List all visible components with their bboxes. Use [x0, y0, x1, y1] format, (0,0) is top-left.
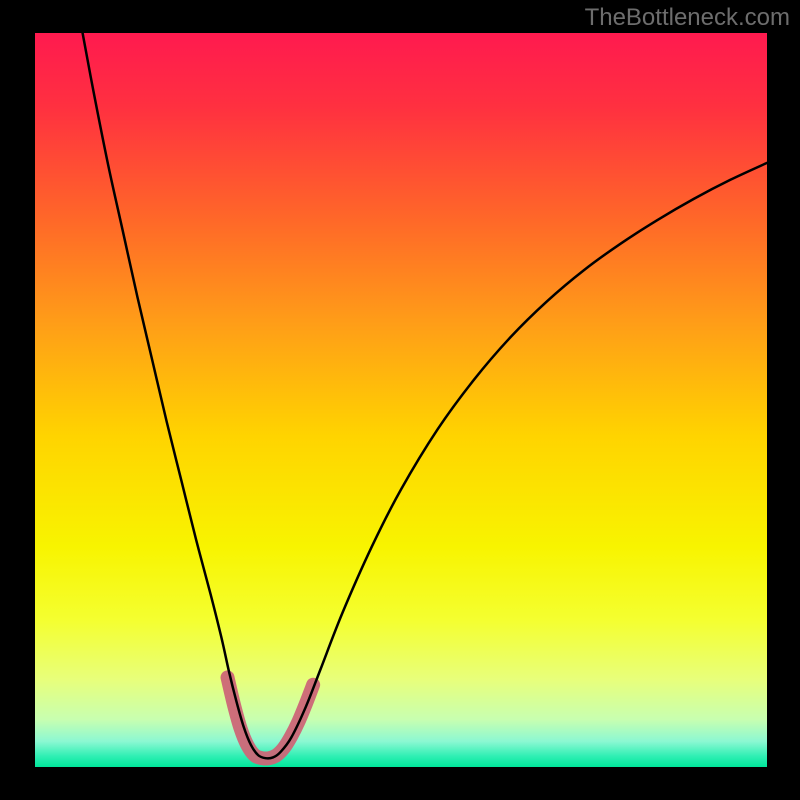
watermark-label: TheBottleneck.com — [585, 4, 790, 32]
chart-frame — [35, 33, 767, 767]
bottleneck-chart — [35, 33, 767, 767]
chart-background — [35, 33, 767, 767]
